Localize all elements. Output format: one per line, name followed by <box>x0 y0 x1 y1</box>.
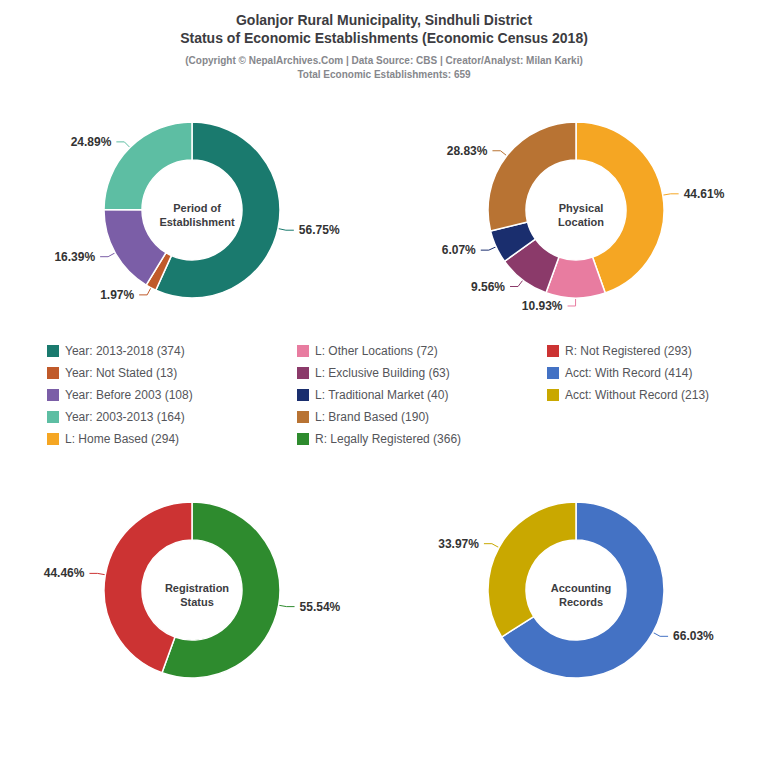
svg-text:Year: 2003-2013 (164): Year: 2003-2013 (164) <box>65 410 185 424</box>
svg-text:(Copyright © NepalArchives.Com: (Copyright © NepalArchives.Com | Data So… <box>185 55 583 66</box>
svg-text:R: Not Registered (293): R: Not Registered (293) <box>565 344 692 358</box>
svg-text:Records: Records <box>559 596 603 608</box>
svg-text:56.75%: 56.75% <box>299 223 340 237</box>
svg-text:Golanjor Rural Municipality, S: Golanjor Rural Municipality, Sindhuli Di… <box>236 12 532 28</box>
svg-text:Accounting: Accounting <box>551 582 612 594</box>
svg-text:Year: Before 2003 (108): Year: Before 2003 (108) <box>65 388 193 402</box>
svg-text:L: Brand Based (190): L: Brand Based (190) <box>315 410 429 424</box>
svg-text:66.03%: 66.03% <box>673 629 714 643</box>
svg-text:28.83%: 28.83% <box>447 144 488 158</box>
svg-text:Establishment: Establishment <box>159 216 235 228</box>
svg-text:Year: 2013-2018 (374): Year: 2013-2018 (374) <box>65 344 185 358</box>
svg-text:10.93%: 10.93% <box>522 299 563 313</box>
svg-text:Acct: With Record (414): Acct: With Record (414) <box>565 366 692 380</box>
svg-text:Total Economic Establishments:: Total Economic Establishments: 659 <box>297 69 471 80</box>
svg-text:16.39%: 16.39% <box>54 250 95 264</box>
svg-text:33.97%: 33.97% <box>438 537 479 551</box>
svg-text:44.46%: 44.46% <box>44 566 85 580</box>
svg-text:L: Home Based (294): L: Home Based (294) <box>65 432 179 446</box>
svg-text:L: Traditional Market (40): L: Traditional Market (40) <box>315 388 448 402</box>
svg-text:R: Legally Registered (366): R: Legally Registered (366) <box>315 432 461 446</box>
svg-text:1.97%: 1.97% <box>100 288 134 302</box>
svg-text:Status of Economic Establishme: Status of Economic Establishments (Econo… <box>180 30 588 46</box>
svg-text:55.54%: 55.54% <box>300 600 341 614</box>
svg-text:9.56%: 9.56% <box>471 280 505 294</box>
svg-text:Location: Location <box>558 216 604 228</box>
svg-text:44.61%: 44.61% <box>684 187 725 201</box>
svg-text:L: Exclusive Building (63): L: Exclusive Building (63) <box>315 366 450 380</box>
svg-text:Registration: Registration <box>165 582 229 594</box>
svg-text:6.07%: 6.07% <box>442 243 476 257</box>
svg-text:Year: Not Stated (13): Year: Not Stated (13) <box>65 366 177 380</box>
svg-text:L: Other Locations (72): L: Other Locations (72) <box>315 344 438 358</box>
svg-text:Status: Status <box>180 596 214 608</box>
svg-text:Acct: Without Record (213): Acct: Without Record (213) <box>565 388 709 402</box>
svg-text:24.89%: 24.89% <box>71 135 112 149</box>
svg-text:Period of: Period of <box>173 202 221 214</box>
svg-text:Physical: Physical <box>559 202 604 214</box>
